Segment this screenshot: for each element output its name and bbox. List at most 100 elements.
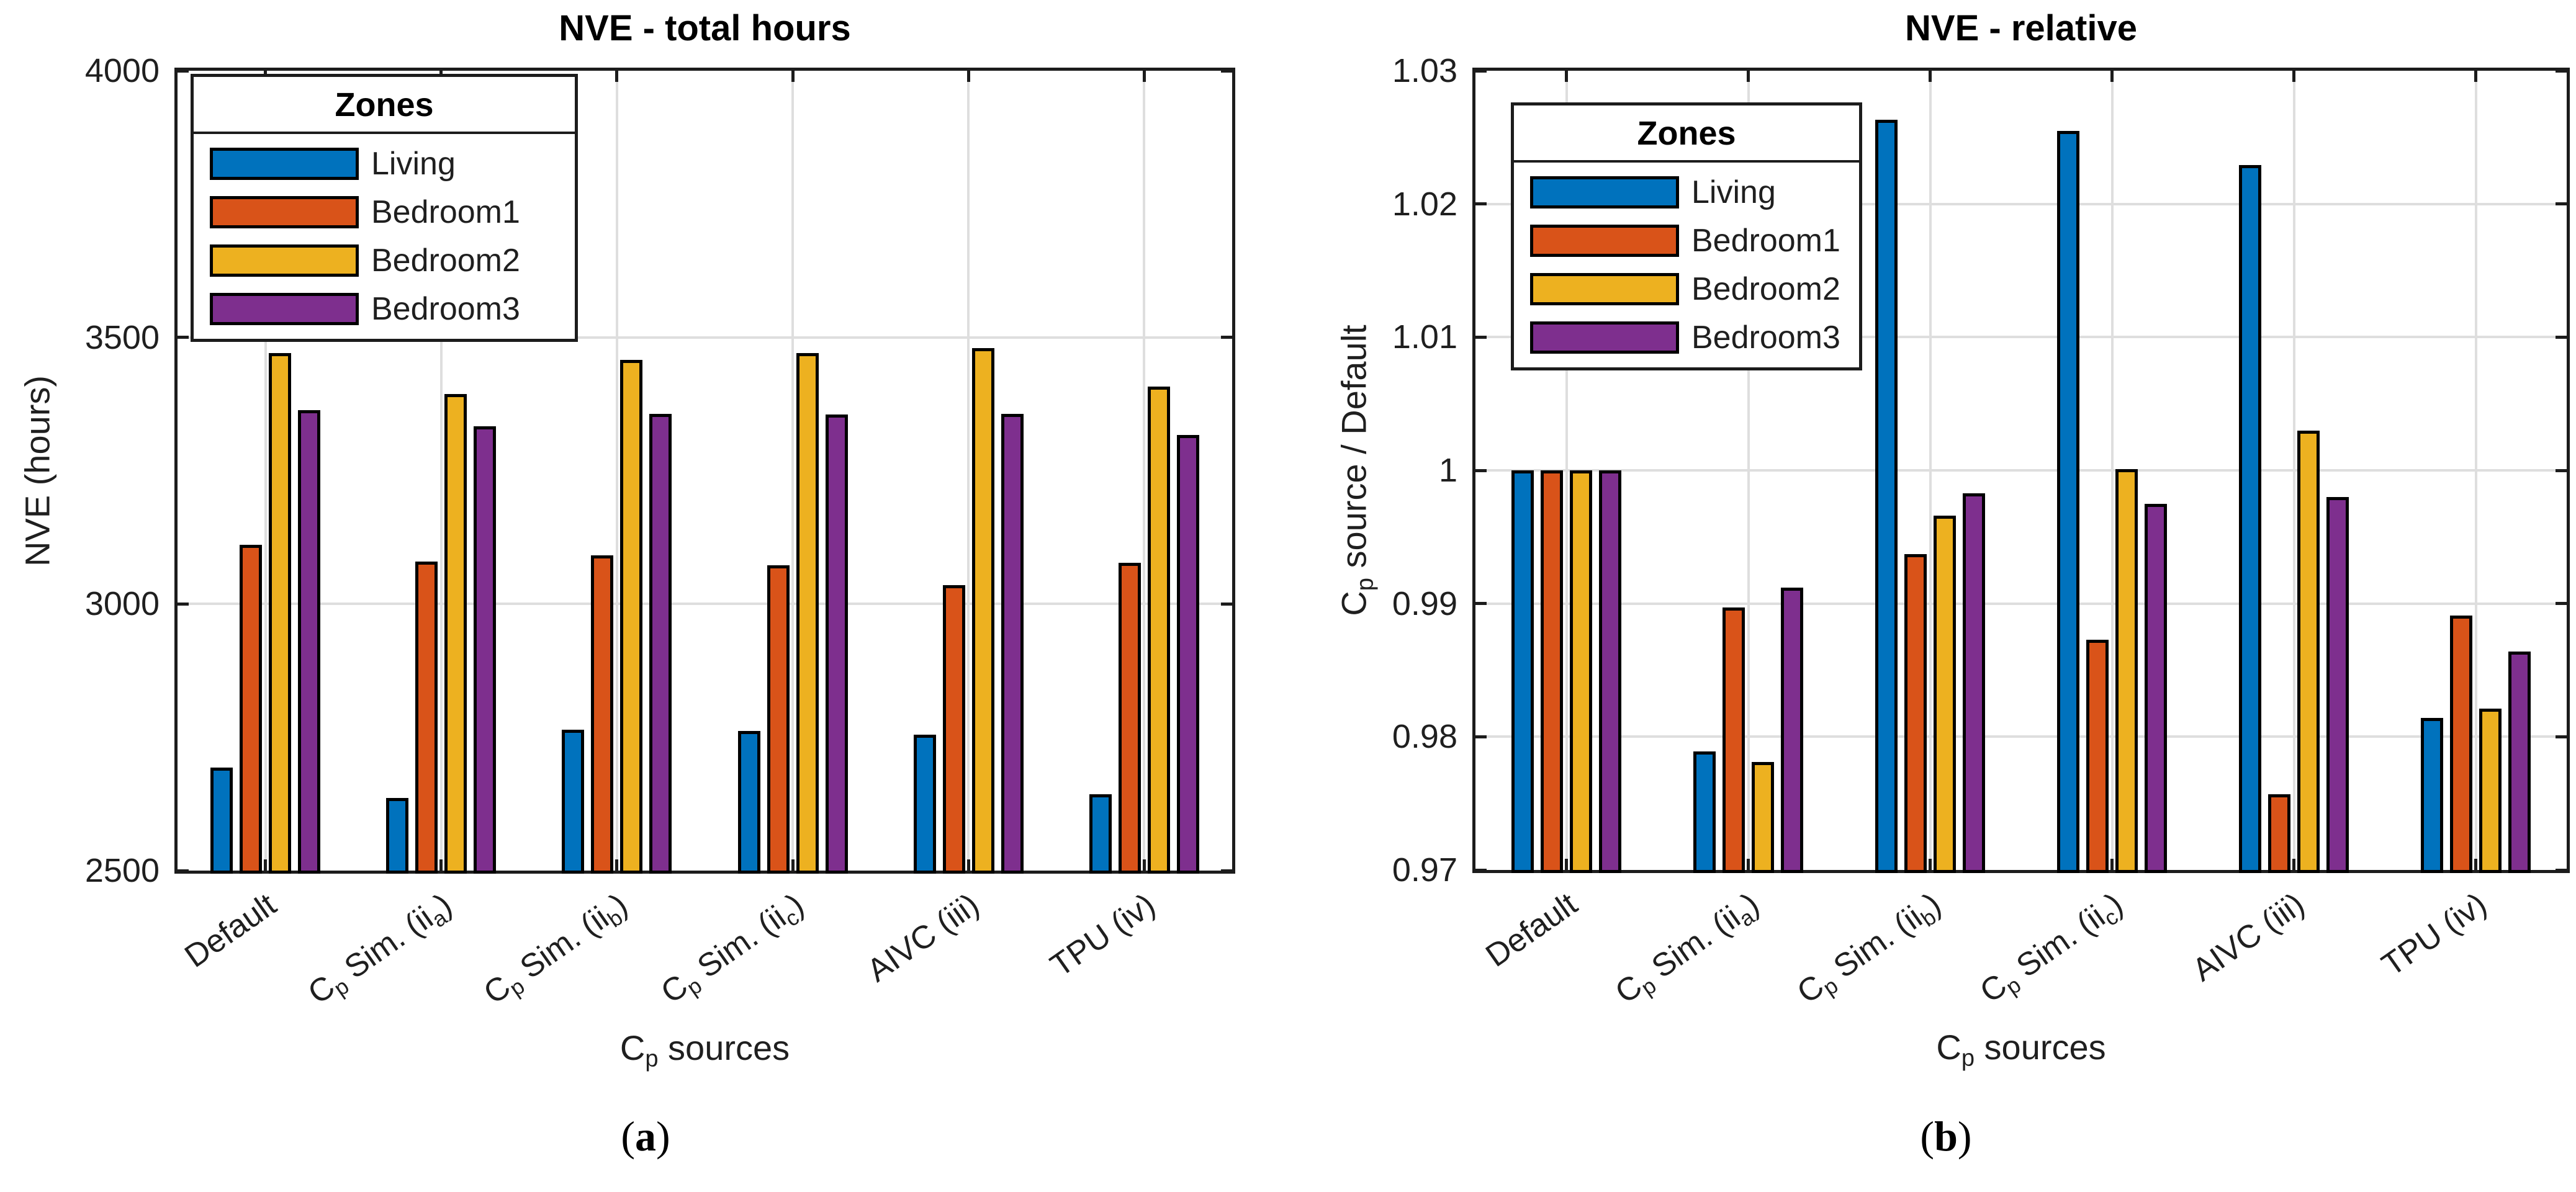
gridline-horizontal — [1475, 735, 2567, 738]
legend-item-bedroom1: Bedroom1 — [1530, 222, 1847, 259]
bar-bedroom3-aivc-iii — [2326, 496, 2349, 873]
y-tick-label: 4000 — [84, 52, 160, 89]
axis-tick — [2474, 71, 2477, 82]
legend-swatch-bedroom2 — [210, 244, 359, 277]
y-tick-label: 1 — [1438, 452, 1457, 489]
text-part: Default — [178, 886, 283, 975]
axis-tick — [2292, 859, 2295, 870]
legend-swatch-living — [210, 148, 359, 180]
gridline-horizontal — [178, 336, 1232, 339]
x-tick-label-text: Cp Sim. (iic) — [1973, 885, 2132, 1013]
x-tick-label-text: Default — [178, 886, 283, 975]
text-part: AIVC (iii) — [860, 886, 986, 989]
axis-tick — [791, 71, 795, 82]
text-part: Sim. (ii — [507, 900, 616, 991]
axis-tick — [439, 859, 443, 871]
axis-tick — [2474, 859, 2477, 870]
legend-item-bedroom3: Bedroom3 — [210, 290, 562, 328]
axis-tick — [2556, 735, 2567, 738]
axis-tick — [1221, 869, 1232, 872]
axis-tick — [791, 859, 795, 871]
bar-living-default — [1511, 470, 1534, 873]
bar-bedroom1-cp-sim-iic — [767, 565, 790, 874]
axis-tick — [178, 336, 189, 339]
axis-tick — [966, 71, 970, 82]
x-tick-label-text: Default — [1479, 885, 1584, 975]
x-tick-label-text: AIVC (iii) — [2186, 885, 2311, 989]
legend-item-bedroom2: Bedroom2 — [210, 242, 562, 279]
text-part: Sim. (ii — [331, 900, 440, 991]
y-tick-label: 1.01 — [1392, 318, 1457, 356]
bar-bedroom2-default — [1570, 470, 1592, 873]
legend-item-label: Bedroom2 — [371, 243, 520, 279]
bar-living-aivc-iii — [913, 734, 936, 874]
bar-bedroom1-aivc-iii — [942, 585, 965, 874]
axis-tick — [1747, 71, 1750, 82]
x-tick-label-text: TPU (iv) — [2375, 885, 2493, 984]
plot-area — [1472, 68, 2570, 873]
y-tick-label: 0.98 — [1392, 718, 1457, 756]
bar-bedroom3-cp-sim-iia — [474, 426, 497, 874]
bar-bedroom3-aivc-iii — [1001, 414, 1024, 874]
bar-bedroom3-cp-sim-iic — [825, 415, 848, 874]
legend-swatch-bedroom3 — [210, 293, 359, 325]
x-axis-label: Cp sources — [620, 1028, 790, 1073]
gridline-vertical — [967, 71, 970, 871]
axis-tick — [178, 869, 189, 872]
axis-tick — [2556, 69, 2567, 73]
legend-title: Zones — [194, 77, 575, 134]
bar-living-cp-sim-iic — [737, 730, 760, 874]
legend-item-label: Bedroom2 — [1691, 271, 1840, 307]
gridline-vertical — [1747, 71, 1750, 870]
axis-tick — [1475, 335, 1487, 339]
axis-tick — [178, 602, 189, 606]
legend-item-living: Living — [1530, 174, 1847, 211]
text-part: Sim. (ii — [1637, 899, 1747, 990]
x-tick-label-text: Cp Sim. (iib) — [477, 886, 637, 1015]
bar-bedroom1-tpu-iv — [2450, 616, 2472, 873]
bar-living-cp-sim-iia — [1693, 751, 1716, 873]
bar-bedroom1-cp-sim-iib — [1904, 554, 1927, 873]
axis-tick — [2556, 602, 2567, 606]
bar-bedroom2-cp-sim-iib — [620, 359, 643, 874]
text-part: Sim. (ii — [2002, 898, 2112, 990]
bar-living-aivc-iii — [2239, 165, 2261, 873]
legend-item-label: Living — [1691, 174, 1776, 210]
legend-swatch-bedroom2 — [1530, 273, 1679, 305]
legend-item-label: Bedroom1 — [1691, 223, 1840, 259]
chart-title: NVE - total hours — [559, 8, 851, 48]
text-part: TPU (iv) — [2375, 885, 2493, 984]
axis-tick — [1475, 202, 1487, 206]
bar-bedroom2-cp-sim-iia — [444, 393, 467, 874]
axis-tick — [1475, 868, 1487, 872]
bar-bedroom2-cp-sim-iic — [796, 353, 819, 874]
axis-tick — [1221, 69, 1232, 73]
bar-living-cp-sim-iia — [386, 798, 409, 874]
x-tick-label-text: AIVC (iii) — [860, 886, 986, 990]
bar-bedroom3-cp-sim-iib — [649, 413, 672, 874]
bar-bedroom3-default — [298, 410, 321, 874]
bar-bedroom2-aivc-iii — [971, 347, 994, 874]
axis-tick — [1565, 71, 1568, 82]
legend-swatch-bedroom1 — [1530, 225, 1679, 257]
legend-swatch-bedroom1 — [210, 196, 359, 228]
gridline-vertical — [439, 71, 443, 871]
bar-bedroom1-default — [240, 544, 263, 874]
gridline-horizontal — [1475, 336, 2567, 339]
x-tick-label-text: Cp Sim. (iib) — [1790, 885, 1950, 1014]
y-tick-label: 2500 — [84, 852, 160, 889]
bar-bedroom3-cp-sim-iia — [1781, 587, 1803, 873]
axis-tick — [1221, 602, 1232, 606]
y-tick-label: 0.97 — [1392, 851, 1457, 889]
axis-tick — [1475, 69, 1487, 73]
legend-item-living: Living — [210, 145, 562, 182]
bar-living-tpu-iv — [2421, 718, 2443, 873]
axis-tick — [1221, 336, 1232, 339]
text-part: Default — [1479, 885, 1584, 974]
axis-tick — [2556, 202, 2567, 206]
subfigure-caption-a: (a) — [621, 1112, 670, 1161]
text-part: sources — [1975, 1028, 2106, 1067]
axis-tick — [1142, 71, 1146, 82]
bar-bedroom1-cp-sim-iia — [415, 562, 438, 874]
